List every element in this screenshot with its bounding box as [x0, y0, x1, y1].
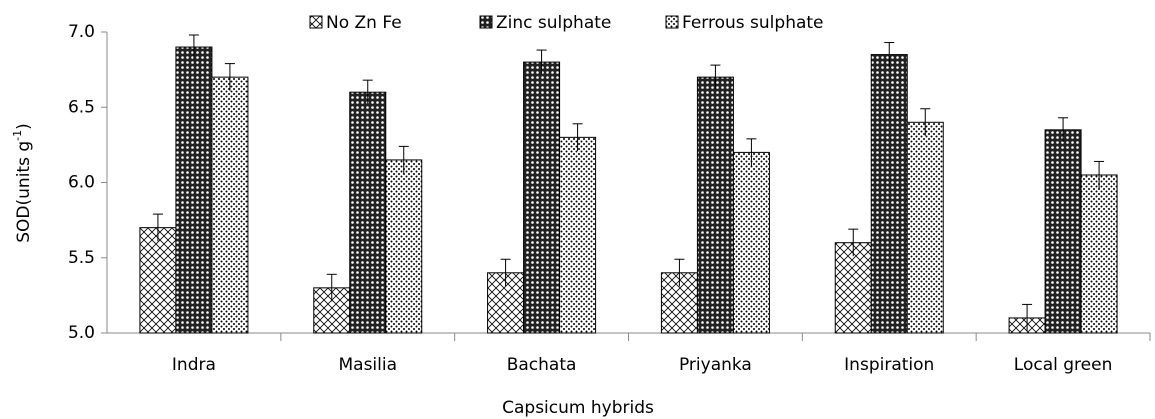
bar	[1080, 174, 1118, 334]
legend-label: Zinc sulphate	[496, 13, 611, 33]
legend-label: Ferrous sulphate	[682, 13, 824, 33]
x-tick-label: Priyanka	[679, 355, 752, 375]
bar	[139, 227, 177, 334]
legend-swatch	[479, 15, 493, 29]
x-tick-label: Indra	[172, 355, 216, 375]
bar	[1044, 129, 1082, 334]
x-tick-label: Inspiration	[844, 355, 934, 375]
y-tick-label: 6.5	[68, 97, 95, 117]
x-tick-label: Bachata	[507, 355, 577, 375]
bar	[523, 61, 561, 334]
legend-label: No Zn Fe	[326, 13, 402, 33]
bar	[696, 76, 734, 334]
y-tick-label: 6.0	[68, 173, 95, 193]
x-tick-label: Local green	[1014, 355, 1113, 375]
x-axis-label: Capsicum hybrids	[502, 398, 654, 418]
y-tick-label: 5.5	[68, 248, 95, 268]
bar	[732, 151, 770, 334]
bar	[349, 91, 387, 334]
y-tick-label: 5.0	[68, 323, 95, 343]
bar	[211, 76, 249, 334]
x-tick-label: Masilia	[338, 355, 397, 375]
bar	[906, 121, 944, 334]
bar	[870, 54, 908, 334]
legend-swatch	[309, 15, 323, 29]
legend-swatch	[665, 15, 679, 29]
bar	[559, 136, 597, 334]
bar	[385, 159, 423, 334]
bar	[175, 46, 213, 334]
y-tick-label: 7.0	[68, 22, 95, 42]
bar	[834, 242, 872, 334]
y-axis-label: SOD(units g-1)	[11, 123, 34, 243]
